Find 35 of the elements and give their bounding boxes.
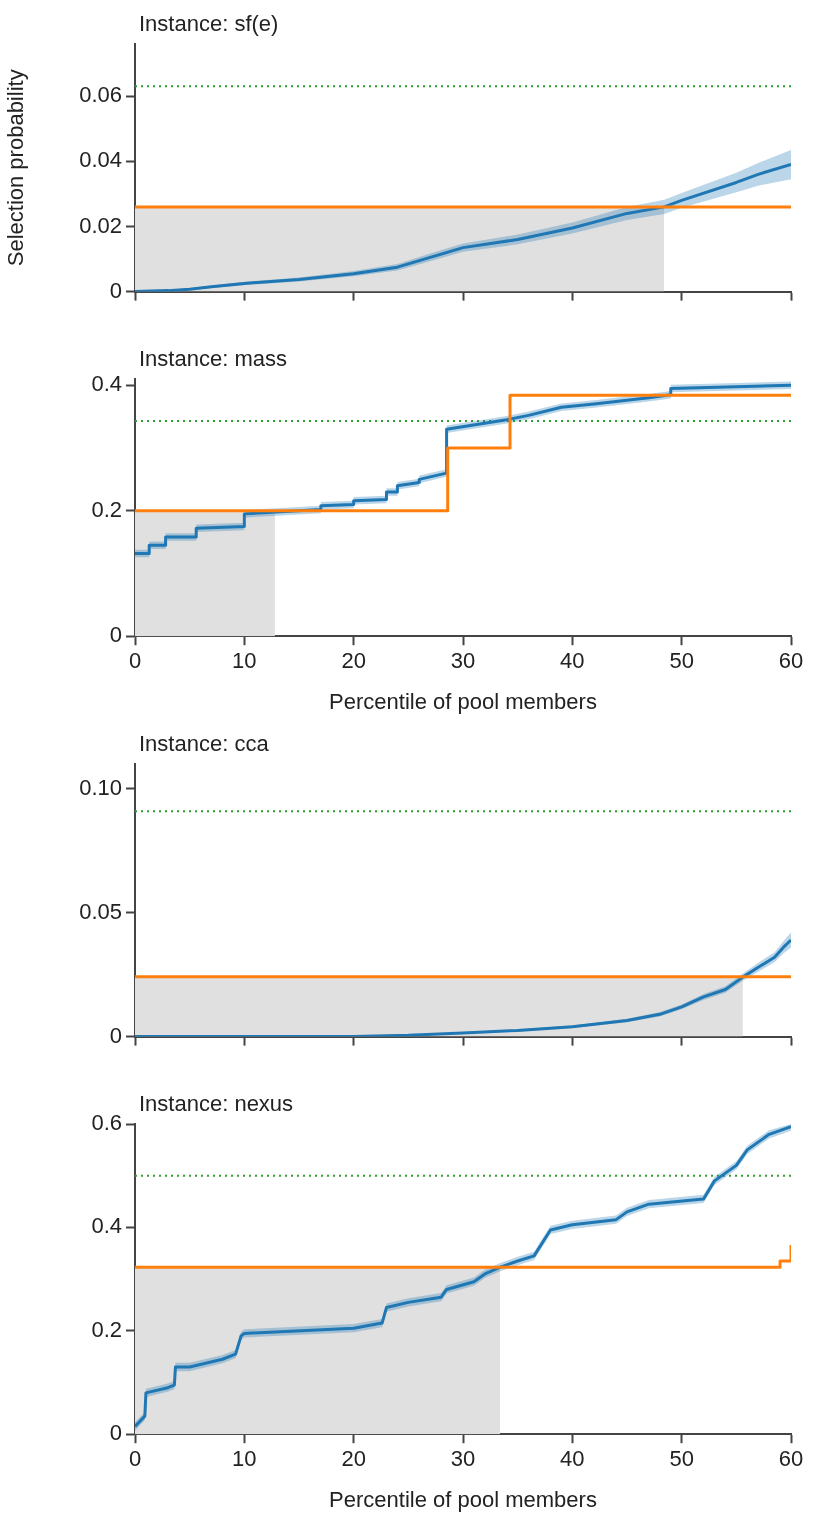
x-tick-label: 30 xyxy=(450,1446,476,1472)
x-tick-label: 10 xyxy=(232,648,257,674)
x-tick-label: 20 xyxy=(341,1446,366,1472)
x-tick-label: 40 xyxy=(560,648,585,674)
y-tick-label: 0.04 xyxy=(79,147,122,173)
x-tick-label: 60 xyxy=(778,1446,804,1472)
chart-title: Instance: cca xyxy=(139,731,270,757)
y-tick-label: 0.6 xyxy=(91,1110,122,1136)
y-tick-label: 0.10 xyxy=(79,774,122,800)
x-tick-label: 30 xyxy=(450,648,476,674)
y-axis-title: Selection probability xyxy=(3,69,29,267)
y-tick-label: 0.06 xyxy=(79,82,122,108)
x-tick-label: 60 xyxy=(778,648,804,674)
y-tick-label: 0 xyxy=(109,1022,122,1048)
y-tick-label: 0.05 xyxy=(79,898,122,924)
y-tick-label: 0 xyxy=(109,622,122,648)
x-axis-title: Percentile of pool members xyxy=(329,1486,597,1512)
x-tick-label: 50 xyxy=(669,648,694,674)
y-tick-label: 0.2 xyxy=(91,496,122,522)
x-tick-label: 0 xyxy=(128,648,142,674)
y-tick-label: 0.2 xyxy=(91,1316,122,1342)
x-tick-label: 20 xyxy=(341,648,366,674)
y-tick-label: 0 xyxy=(109,277,122,303)
x-tick-label: 10 xyxy=(232,1446,257,1472)
chart-title: Instance: mass xyxy=(139,346,287,372)
x-axis-title: Percentile of pool members xyxy=(329,688,597,714)
chart-title: Instance: nexus xyxy=(139,1091,294,1117)
x-tick-label: 50 xyxy=(669,1446,694,1472)
y-tick-label: 0.4 xyxy=(91,1213,122,1239)
y-tick-label: 0.02 xyxy=(79,212,122,238)
x-tick-label: 0 xyxy=(128,1446,142,1472)
chart-title: Instance: sf(e) xyxy=(139,11,279,37)
y-tick-label: 0.4 xyxy=(91,371,122,397)
y-tick-label: 0 xyxy=(109,1420,122,1446)
x-tick-label: 40 xyxy=(560,1446,585,1472)
